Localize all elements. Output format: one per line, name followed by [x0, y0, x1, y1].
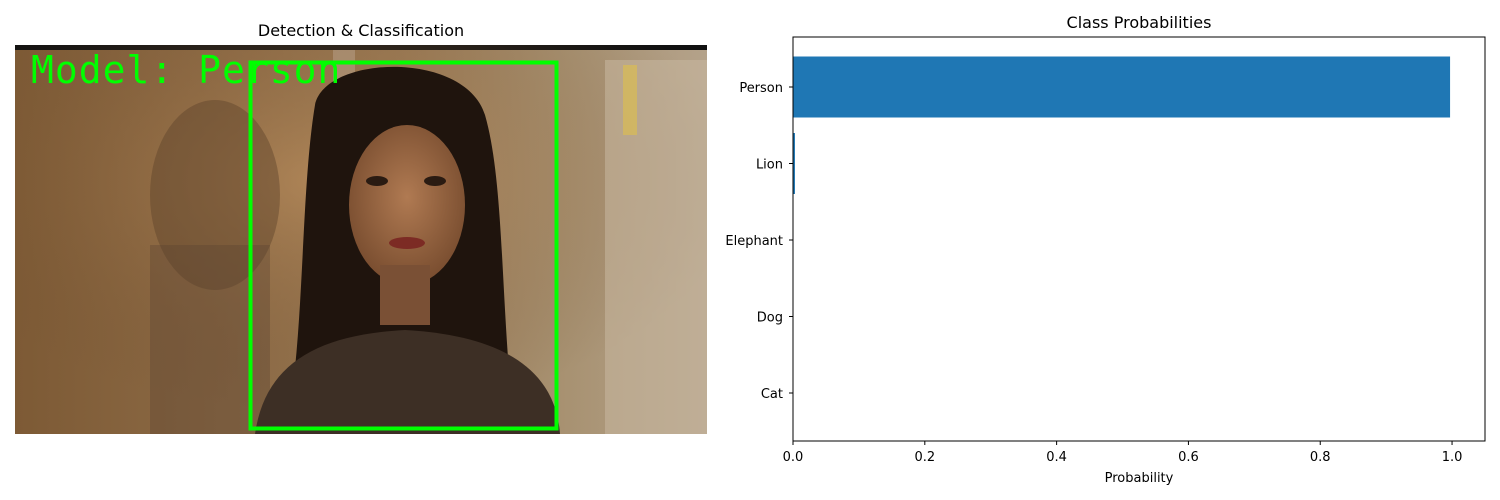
detection-photo-illustration	[15, 45, 707, 434]
y-tick-label: Lion	[756, 158, 783, 173]
x-tick-label: 0.8	[1310, 450, 1331, 465]
x-tick-label: 0.2	[914, 450, 935, 465]
x-axis-label: Probability	[1105, 471, 1174, 486]
bar-person	[793, 56, 1451, 118]
y-tick-label: Elephant	[725, 234, 783, 249]
detection-panel-title: Detection & Classification	[257, 21, 465, 40]
detection-image: Model: Person	[15, 45, 707, 434]
chart-title: Class Probabilities	[1066, 13, 1212, 32]
detection-bounding-box	[248, 60, 559, 431]
x-tick-label: 0.6	[1178, 450, 1199, 465]
x-tick-label: 0.0	[783, 450, 804, 465]
bar-lion	[793, 133, 795, 194]
plot-frame	[792, 36, 1486, 442]
y-tick-label: Dog	[757, 311, 783, 326]
y-tick-label: Cat	[761, 387, 783, 402]
detection-overlay-label: Model: Person	[31, 48, 342, 92]
y-tick-label: Person	[739, 81, 783, 96]
x-tick-label: 0.4	[1046, 450, 1067, 465]
x-tick-label: 1.0	[1442, 450, 1463, 465]
